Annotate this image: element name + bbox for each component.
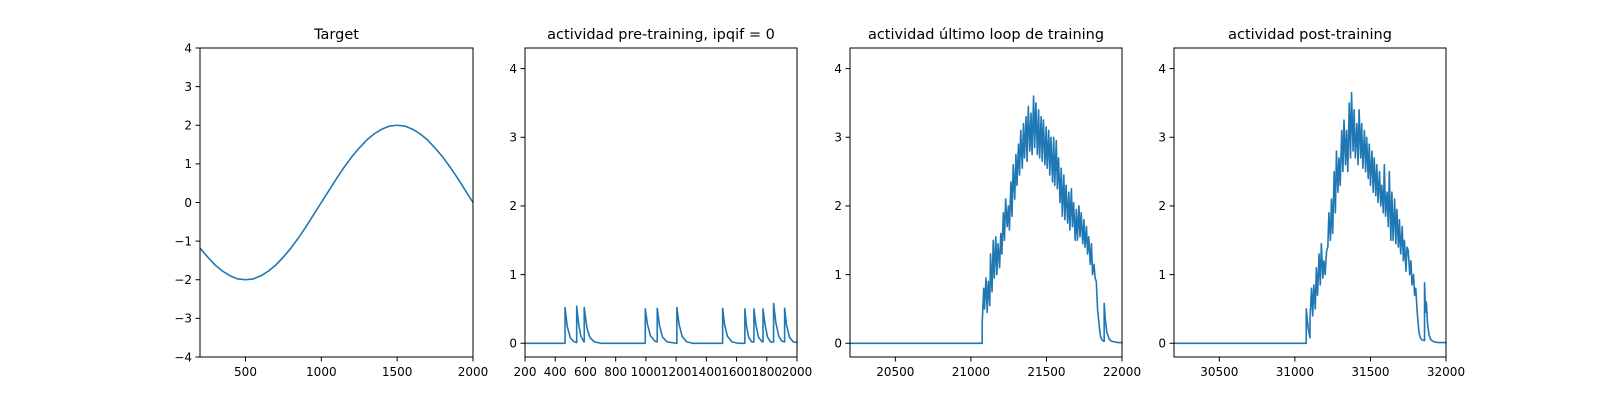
- y-tick-label: 4: [1158, 62, 1166, 76]
- x-tick-label: 600: [574, 365, 597, 379]
- y-tick-label: 0: [509, 337, 517, 351]
- x-tick-label: 1000: [631, 365, 662, 379]
- y-tick-label: 2: [1158, 199, 1166, 213]
- x-tick-label: 21000: [952, 365, 990, 379]
- axes-frame: [199, 47, 474, 358]
- x-tick-label: 1200: [661, 365, 692, 379]
- x-tick-label: 2000: [458, 365, 489, 379]
- y-tick-label: 4: [184, 41, 192, 55]
- x-tick-label: 500: [234, 365, 257, 379]
- y-tick-label: −4: [174, 350, 192, 364]
- subplot-title: actividad pre-training, ipqif = 0: [547, 27, 775, 43]
- subplot-2: 200 400 600 800 1000 1200 1400 1600 1800 2000 0 1 2 3…: [509, 27, 812, 379]
- x-tick-label: 1500: [382, 365, 413, 379]
- y-tick-label: 4: [509, 62, 517, 76]
- series-line-2-1: [524, 302, 798, 345]
- subplot-1: 500 1000 1500 2000 −4 −3 −2 −1 0 1 2 3 4 Target: [174, 27, 488, 379]
- x-tick-label: 20500: [876, 365, 914, 379]
- y-tick-label: 0: [1158, 337, 1166, 351]
- y-tick-label: 1: [509, 268, 517, 282]
- x-tick-label: 1600: [721, 365, 752, 379]
- y-tick-label: 1: [834, 268, 842, 282]
- x-tick-label: 400: [544, 365, 567, 379]
- y-tick-label: 2: [184, 119, 192, 133]
- x-tick-label: 21500: [1027, 365, 1065, 379]
- y-tick-label: 3: [834, 131, 842, 145]
- x-tick-label: 200: [514, 365, 537, 379]
- y-tick-label: −2: [174, 273, 192, 287]
- subplot-4: 30500 31000 31500 32000 0 1 2 3 4 actividad post-…: [1158, 27, 1465, 379]
- y-tick-label: 2: [509, 199, 517, 213]
- subplot-title: Target: [313, 27, 359, 43]
- y-tick-label: −3: [174, 312, 192, 326]
- series-line-1-1: [199, 124, 474, 281]
- subplot-title: actividad último loop de training: [868, 27, 1104, 43]
- y-tick-label: 1: [184, 157, 192, 171]
- x-tick-label: 800: [604, 365, 627, 379]
- y-tick-label: −1: [174, 234, 192, 248]
- subplot-3: 20500 21000 21500 22000 0 1 2 3 4 actividad últim…: [834, 27, 1141, 379]
- y-tick-label: 3: [509, 131, 517, 145]
- y-tick-label: 2: [834, 199, 842, 213]
- y-tick-label: 0: [834, 337, 842, 351]
- series-line-3-1: [849, 95, 1123, 345]
- y-tick-label: 4: [834, 62, 842, 76]
- x-tick-label: 30500: [1200, 365, 1238, 379]
- series-line-4-1: [1173, 91, 1447, 345]
- y-tick-label: 0: [184, 196, 192, 210]
- y-tick-label: 3: [1158, 131, 1166, 145]
- y-tick-label: 1: [1158, 268, 1166, 282]
- x-tick-label: 1000: [306, 365, 337, 379]
- x-tick-label: 2000: [782, 365, 813, 379]
- x-tick-label: 22000: [1103, 365, 1141, 379]
- axes-frame: [524, 47, 798, 358]
- y-tick-label: 3: [184, 80, 192, 94]
- subplot-title: actividad post-training: [1228, 27, 1392, 43]
- axes-frame: [1173, 47, 1447, 358]
- x-tick-label: 31500: [1351, 365, 1389, 379]
- x-tick-label: 1800: [752, 365, 783, 379]
- x-tick-label: 31000: [1276, 365, 1314, 379]
- axes-frame: [849, 47, 1123, 358]
- x-tick-label: 1400: [691, 365, 722, 379]
- x-tick-label: 32000: [1427, 365, 1465, 379]
